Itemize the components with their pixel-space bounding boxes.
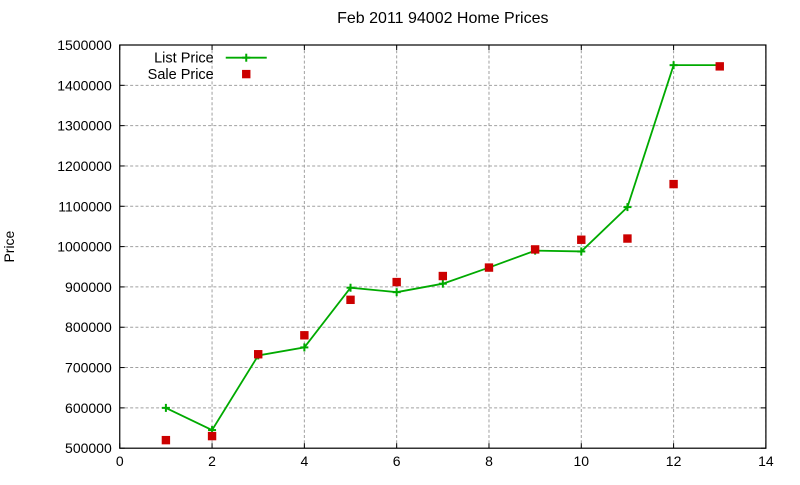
svg-text:8: 8 <box>485 453 493 469</box>
svg-text:6: 6 <box>393 453 401 469</box>
svg-text:1300000: 1300000 <box>57 118 112 134</box>
svg-text:900000: 900000 <box>65 279 112 295</box>
svg-text:10: 10 <box>574 453 590 469</box>
svg-text:1500000: 1500000 <box>57 37 112 53</box>
svg-text:1000000: 1000000 <box>57 239 112 255</box>
svg-text:List Price: List Price <box>154 51 214 67</box>
svg-text:Sale Price: Sale Price <box>148 67 214 83</box>
svg-text:800000: 800000 <box>65 319 112 335</box>
svg-text:700000: 700000 <box>65 360 112 376</box>
svg-text:Price: Price <box>1 230 17 262</box>
svg-text:500000: 500000 <box>65 440 112 456</box>
svg-text:14: 14 <box>758 453 774 469</box>
svg-text:2: 2 <box>208 453 216 469</box>
svg-text:0: 0 <box>116 453 124 469</box>
svg-text:600000: 600000 <box>65 400 112 416</box>
svg-text:Feb 2011 94002 Home Prices: Feb 2011 94002 Home Prices <box>337 10 548 27</box>
svg-text:1100000: 1100000 <box>58 198 112 214</box>
svg-text:1200000: 1200000 <box>57 158 112 174</box>
svg-text:4: 4 <box>300 453 308 469</box>
svg-text:1400000: 1400000 <box>57 77 112 93</box>
svg-text:12: 12 <box>666 453 682 469</box>
